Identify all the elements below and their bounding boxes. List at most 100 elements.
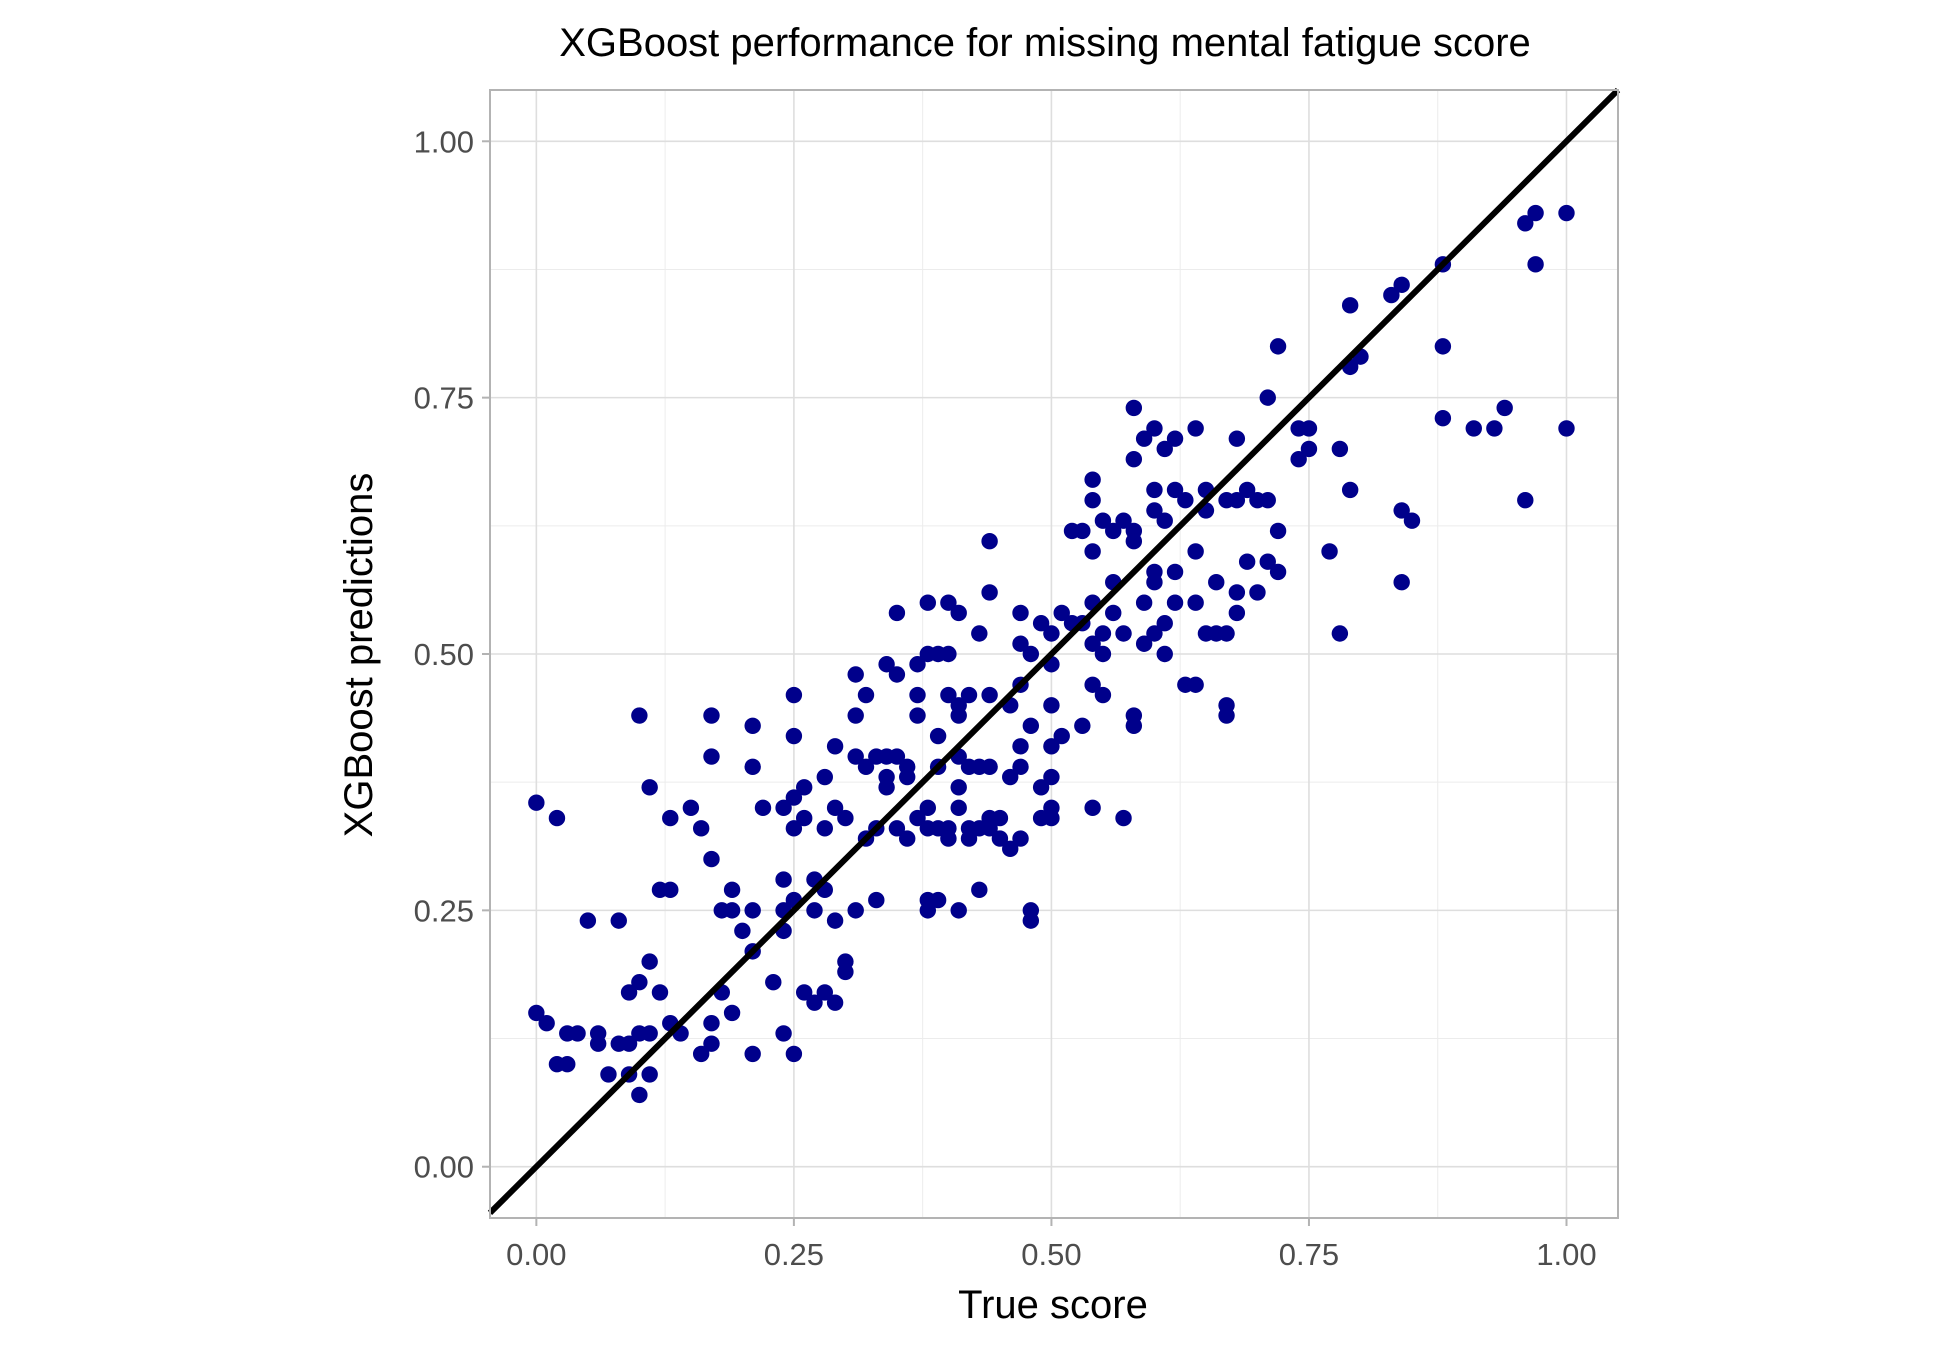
data-point	[878, 779, 895, 796]
data-point	[795, 779, 813, 796]
data-point	[1043, 809, 1060, 827]
data-point	[569, 1025, 586, 1042]
data-point	[1393, 502, 1410, 519]
data-point	[1156, 615, 1173, 632]
data-point	[662, 881, 679, 899]
data-point	[888, 666, 906, 683]
data-point	[1434, 409, 1452, 427]
data-point	[909, 707, 926, 724]
data-point	[1012, 635, 1029, 652]
x-tick-label: 1.00	[1536, 1237, 1596, 1272]
data-point	[1032, 779, 1050, 796]
data-point	[929, 727, 947, 745]
data-point	[1321, 543, 1338, 560]
data-point	[1146, 481, 1163, 499]
data-point	[1135, 430, 1153, 447]
data-point	[826, 912, 844, 929]
data-point	[620, 984, 638, 1001]
y-tick-label: 0.00	[414, 1150, 474, 1185]
data-point	[1331, 440, 1349, 458]
data-point	[1166, 430, 1184, 447]
data-point	[857, 758, 875, 775]
data-point	[651, 984, 669, 1001]
data-point	[744, 902, 761, 919]
data-point	[1269, 563, 1287, 581]
data-point	[1084, 676, 1101, 693]
data-point	[1094, 512, 1112, 529]
data-point	[1002, 840, 1019, 858]
data-point	[1259, 553, 1276, 570]
data-point	[1187, 594, 1204, 611]
data-point	[1208, 574, 1225, 591]
data-point	[1135, 594, 1153, 611]
data-point	[641, 779, 658, 796]
data-point	[703, 1014, 720, 1032]
y-tick-label: 0.75	[414, 381, 474, 416]
data-point	[703, 850, 720, 868]
data-point	[878, 656, 895, 673]
data-point	[1115, 809, 1132, 827]
data-point	[785, 789, 803, 806]
data-point	[1527, 256, 1544, 273]
data-point	[847, 707, 864, 724]
data-point	[940, 830, 957, 847]
data-point	[744, 758, 761, 775]
data-point	[826, 994, 844, 1011]
x-tick-label: 0.25	[764, 1237, 824, 1272]
data-point	[641, 1025, 658, 1042]
data-point	[1053, 727, 1070, 745]
data-point	[1238, 553, 1256, 570]
data-point	[1269, 522, 1287, 540]
data-point	[1166, 563, 1184, 581]
data-point	[1228, 584, 1246, 601]
data-point	[1094, 686, 1112, 704]
data-point	[1156, 440, 1173, 458]
data-point	[1187, 543, 1204, 560]
data-point	[950, 604, 967, 622]
data-point	[1166, 481, 1184, 499]
data-point	[1012, 830, 1029, 847]
data-point	[1517, 215, 1534, 232]
data-point	[1341, 297, 1359, 314]
data-point	[528, 794, 545, 811]
data-point	[538, 1014, 555, 1032]
data-point	[631, 1086, 648, 1104]
data-point	[981, 686, 998, 704]
data-point	[899, 830, 916, 847]
major-gridlines	[490, 90, 1618, 1218]
data-point	[888, 820, 906, 837]
data-point	[1125, 533, 1143, 550]
data-point	[950, 902, 967, 919]
data-point	[919, 594, 937, 611]
data-point	[1527, 204, 1544, 222]
data-point	[641, 953, 658, 970]
data-point	[888, 748, 906, 765]
data-point	[1135, 635, 1153, 652]
data-point	[682, 799, 700, 817]
x-tick-label: 0.00	[506, 1237, 566, 1272]
data-point	[950, 799, 967, 817]
data-point	[1146, 420, 1163, 437]
data-point	[1032, 615, 1050, 632]
data-point	[1383, 286, 1400, 304]
data-point	[929, 891, 947, 909]
data-point	[692, 820, 710, 837]
data-point	[1403, 512, 1421, 529]
data-point	[940, 594, 957, 611]
data-point	[816, 984, 833, 1001]
data-point	[960, 830, 978, 847]
data-point	[1125, 399, 1143, 417]
data-point	[868, 891, 885, 909]
y-axis-ticks: 0.00 0.25 0.50 0.75 1.00	[414, 124, 490, 1185]
data-point	[775, 1025, 792, 1042]
data-point	[1228, 491, 1246, 509]
data-point	[703, 1035, 720, 1052]
data-point	[610, 912, 627, 929]
data-point	[620, 1035, 638, 1052]
data-point	[1125, 450, 1143, 468]
data-point	[857, 686, 875, 704]
data-point	[806, 994, 823, 1011]
data-point	[631, 707, 648, 724]
y-tick-label: 0.25	[414, 893, 474, 928]
